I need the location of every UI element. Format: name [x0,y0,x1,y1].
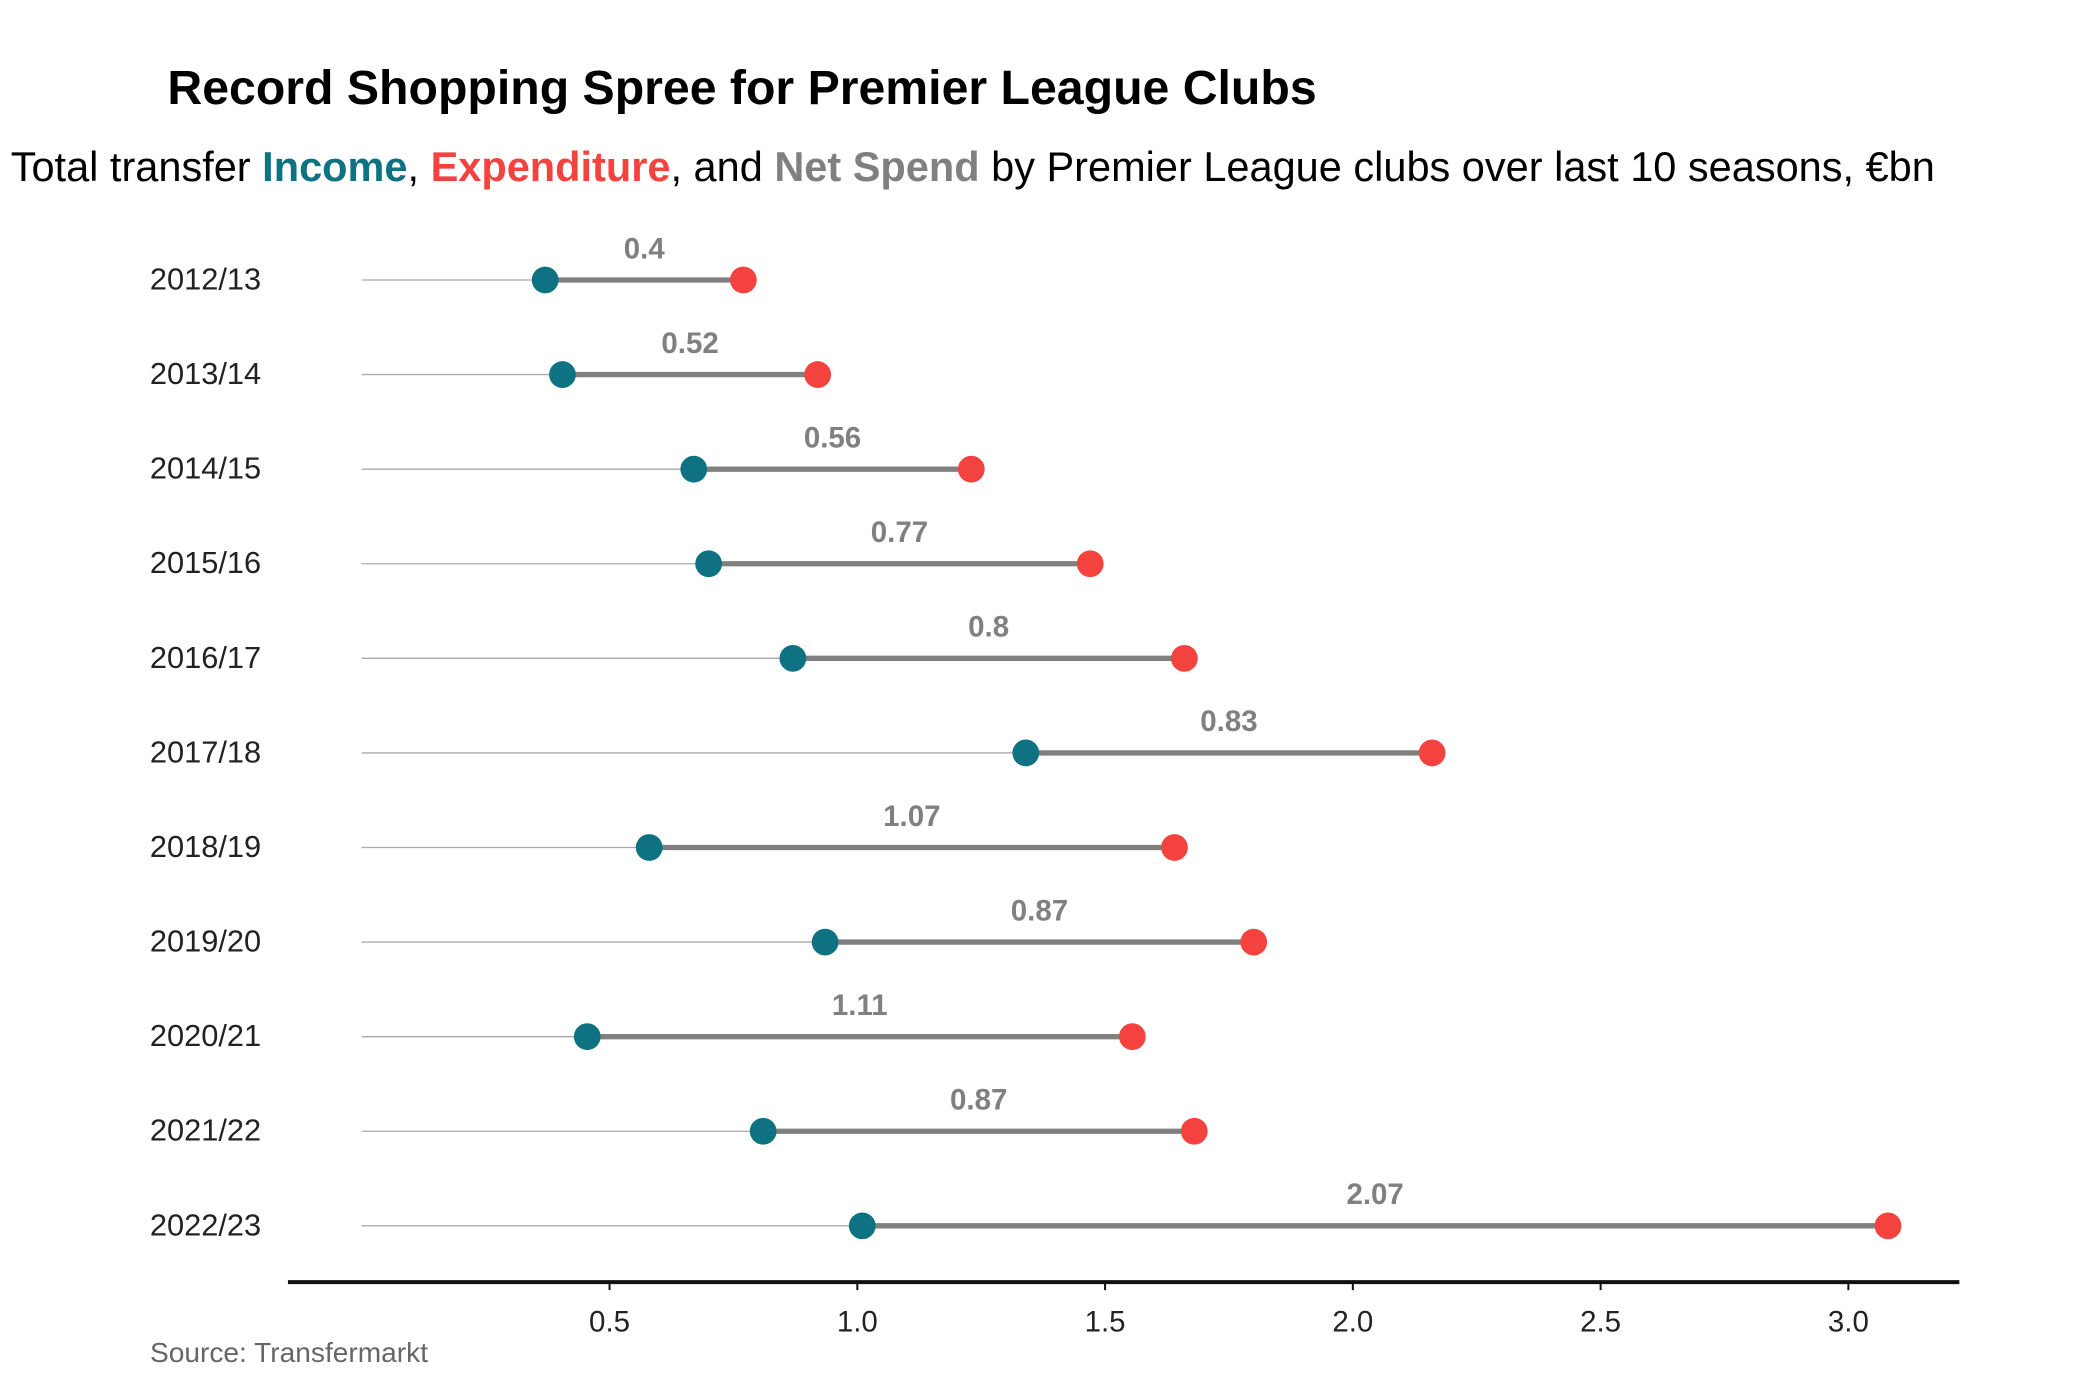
expenditure-dot [1170,644,1198,672]
y-tick-label: 2021/22 [150,1113,261,1148]
y-tick-label: 2016/17 [150,640,261,675]
income-dot [749,1117,777,1145]
y-tick-label: 2015/16 [150,545,261,580]
subtitle-expenditure: Expenditure [431,143,671,190]
subtitle-net-spend: Net Spend [774,143,979,190]
net-label: 0.4 [624,232,666,265]
net-label: 2.07 [1346,1178,1403,1211]
net-label: 1.11 [832,989,888,1022]
net-label: 0.77 [871,516,928,549]
net-label: 1.07 [883,800,940,833]
expenditure-dot [1874,1212,1902,1240]
subtitle-income: Income [262,143,407,190]
net-label: 0.56 [804,421,861,454]
income-dot [549,361,576,388]
expenditure-dot [1118,1023,1146,1051]
expenditure-dot [1161,834,1188,861]
subtitle-text: by Premier League clubs over last 10 sea… [980,143,1935,190]
income-dot [811,928,839,956]
subtitle-text: , [408,143,431,190]
x-tick-label: 2.5 [1580,1305,1621,1338]
expenditure-dot [1240,928,1268,956]
chart-subtitle: Total transfer Income, Expenditure, and … [11,143,1935,190]
subtitle-text: Total transfer [11,143,262,190]
y-tick-label: 2014/15 [150,451,261,486]
x-tick-label: 1.5 [1085,1305,1126,1338]
income-dot [779,644,807,672]
y-tick-label: 2017/18 [150,734,261,769]
x-tick-label: 2.0 [1332,1305,1373,1338]
y-tick-label: 2012/13 [150,261,261,296]
income-dot [695,550,723,578]
expenditure-dot [957,455,985,483]
net-label: 0.8 [968,611,1009,644]
y-tick-label: 2022/23 [150,1207,261,1242]
source: Source: Transfermarkt [150,1337,428,1368]
expenditure-dot [1180,1117,1208,1145]
x-tick-label: 1.0 [837,1305,878,1338]
x-tick-label: 0.5 [589,1305,630,1338]
x-tick-label: 3.0 [1828,1305,1869,1338]
income-dot [531,266,559,294]
income-dot [573,1023,601,1051]
net-label: 0.87 [950,1084,1007,1117]
net-label: 0.83 [1200,705,1257,738]
y-tick-label: 2019/20 [150,924,261,959]
y-tick-label: 2013/14 [150,356,261,391]
net-label: 0.52 [661,327,718,360]
income-dot [680,455,708,483]
y-tick-label: 2018/19 [150,829,261,864]
income-dot [1012,739,1040,767]
expenditure-dot [1418,739,1446,767]
subtitle-text: , and [670,143,774,190]
expenditure-dot [1076,550,1104,578]
expenditure-dot [804,361,832,388]
income-dot [848,1212,876,1240]
net-label: 0.87 [1011,894,1068,927]
expenditure-dot [729,266,757,294]
chart-title: Record Shopping Spree for Premier League… [167,61,1316,115]
y-tick-label: 2020/21 [150,1018,261,1053]
income-dot [635,834,663,861]
